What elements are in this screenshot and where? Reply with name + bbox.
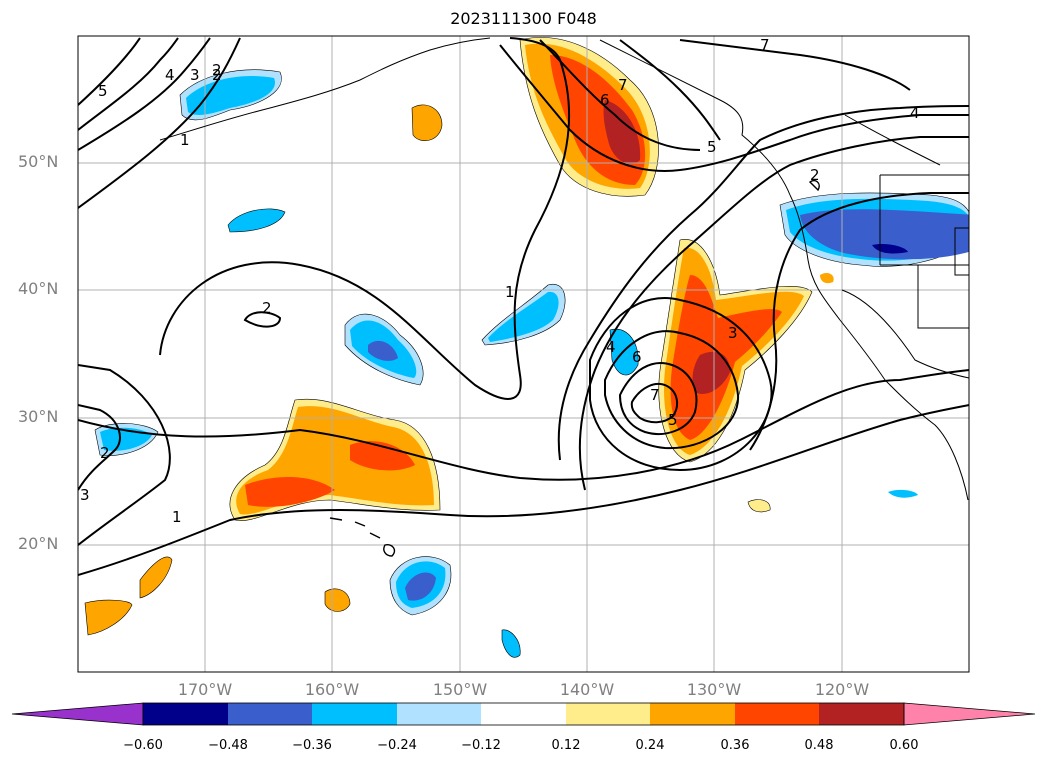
colorbar-tick: −0.24 (377, 738, 417, 753)
lon-label-120w: 120°W (814, 680, 870, 699)
contour-label: 7 (760, 36, 770, 54)
anomaly-shading (84, 37, 969, 658)
contour-label: 4 (910, 104, 920, 122)
contour-label: 5 (98, 82, 108, 100)
contour-labels: 5 4 3 2 1 6 7 7 4 5 2 2 1 1 2 3 4 6 7 5 … (80, 36, 920, 526)
colorbar (11, 702, 1036, 726)
contour-label: 3 (80, 486, 90, 504)
lat-label-20n: 20°N (18, 534, 59, 553)
contour-label: 2 (262, 299, 272, 317)
lon-label-160w: 160°W (304, 680, 360, 699)
colorbar-tick: 0.60 (889, 738, 919, 753)
plot-background (78, 36, 969, 672)
colorbar-segment (819, 703, 904, 725)
contour-label: 2 (212, 61, 222, 79)
contour-label: 5 (707, 138, 717, 156)
map-title: 2023111300 F048 (450, 9, 597, 28)
colorbar-tick: −0.48 (208, 738, 248, 753)
lon-label-140w: 140°W (559, 680, 615, 699)
contour-label: 7 (650, 386, 660, 404)
lat-label-50n: 50°N (18, 152, 59, 171)
colorbar-segment (143, 703, 228, 725)
contour-label: 6 (632, 348, 642, 366)
colorbar-segment (735, 703, 819, 725)
lon-label-150w: 150°W (432, 680, 488, 699)
contour-label: 2 (100, 444, 110, 462)
lon-label-170w: 170°W (177, 680, 233, 699)
plot-frame (77, 35, 970, 673)
colorbar-extend-low (11, 702, 144, 726)
contour-label: 6 (600, 91, 610, 109)
contour-label: 7 (618, 76, 628, 94)
contour-label: 5 (668, 411, 678, 429)
colorbar-tick: 0.24 (635, 738, 665, 753)
contour-label: 1 (505, 283, 515, 301)
contour-label: 4 (606, 338, 616, 356)
colorbar-tick: −0.12 (461, 738, 501, 753)
contour-label: 3 (728, 324, 738, 342)
contour-label: 2 (810, 166, 820, 184)
colorbar-segment (481, 703, 566, 725)
colorbar-segment (566, 703, 650, 725)
contour-label: 2 (212, 66, 222, 84)
islands (329, 179, 820, 557)
contour-label: 1 (172, 508, 182, 526)
colorbar-segment (228, 703, 312, 725)
contour-label: 1 (180, 131, 190, 149)
height-contours (78, 37, 969, 576)
gridlines (78, 36, 969, 672)
colorbar-segment (650, 703, 735, 725)
colorbar-tick: 0.36 (720, 738, 750, 753)
contour-label: 3 (190, 66, 200, 84)
colorbar-tick: 0.48 (804, 738, 834, 753)
colorbar-segment (312, 703, 397, 725)
lon-label-130w: 130°W (686, 680, 742, 699)
colorbar-tick: 0.12 (551, 738, 581, 753)
lat-label-40n: 40°N (18, 279, 59, 298)
colorbar-tick: −0.36 (292, 738, 332, 753)
colorbar-tick: −0.60 (123, 738, 163, 753)
coastlines (159, 37, 969, 501)
lat-label-30n: 30°N (18, 407, 59, 426)
colorbar-segment (397, 703, 481, 725)
colorbar-extend-high (903, 702, 1036, 726)
contour-label: 4 (165, 66, 175, 84)
